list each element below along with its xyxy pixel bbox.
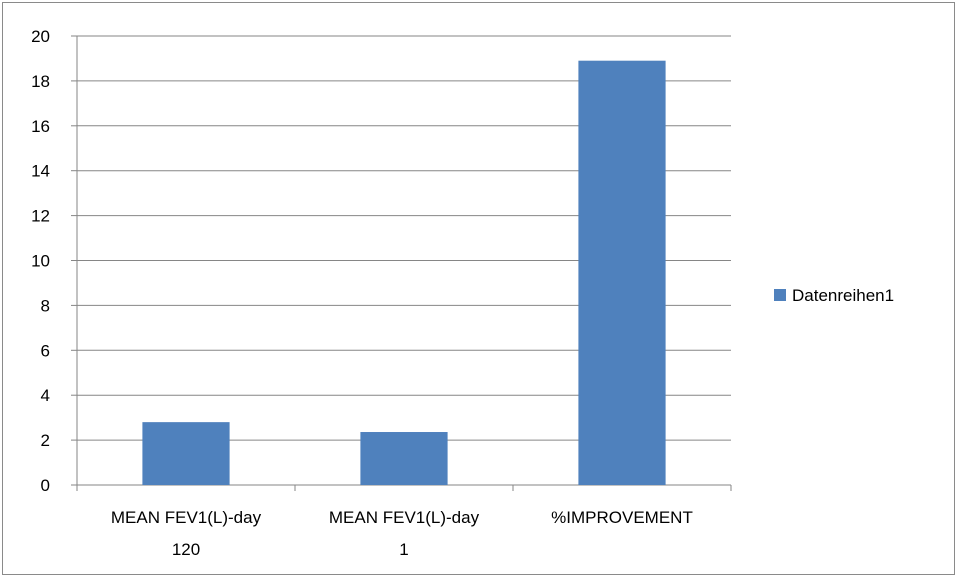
y-tick-label-12: 12 (31, 207, 50, 226)
y-tick-label-20: 20 (31, 27, 50, 46)
x-category-labels: MEAN FEV1(L)-day 120 MEAN FEV1(L)-day 1 %IMP… (111, 508, 693, 559)
y-tick-label-6: 6 (41, 341, 50, 360)
y-tick-label-0: 0 (41, 476, 50, 495)
y-tick-label-8: 8 (41, 296, 50, 315)
y-tick-label-16: 16 (31, 117, 50, 136)
bar-1 (360, 432, 448, 485)
legend: Datenreihen1 (774, 286, 894, 305)
y-tick-label-4: 4 (41, 386, 50, 405)
y-tick-label-14: 14 (31, 162, 50, 181)
y-tick-label-10: 10 (31, 252, 50, 271)
y-tick-label-2: 2 (41, 431, 50, 450)
bars (142, 60, 666, 485)
legend-swatch-datenreihen1 (774, 289, 786, 301)
legend-label-datenreihen1: Datenreihen1 (792, 286, 894, 305)
bar-0 (142, 422, 230, 485)
y-tick-label-18: 18 (31, 72, 50, 91)
bar-2 (578, 60, 666, 485)
y-tick-labels: 0 2 4 6 8 10 12 14 16 18 20 (31, 27, 50, 495)
x-category-label-2: %IMPROVEMENT (551, 508, 693, 527)
x-category-label-1: MEAN FEV1(L)-day 1 (329, 508, 480, 559)
x-category-label-0: MEAN FEV1(L)-day 120 (111, 508, 262, 559)
